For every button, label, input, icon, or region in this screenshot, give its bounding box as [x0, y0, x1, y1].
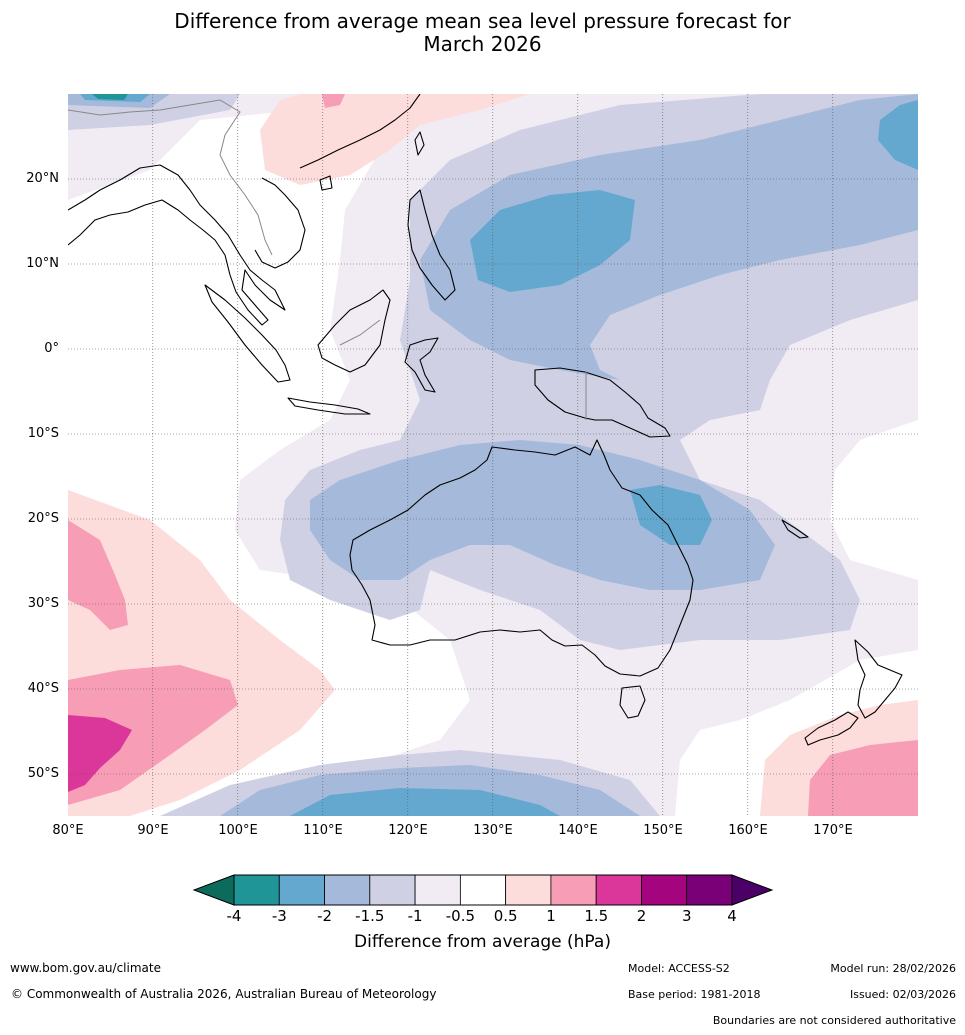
base-period: Base period: 1981-2018: [628, 988, 761, 1001]
borneo-coast: [317, 289, 391, 373]
cb-tick-label: 1: [546, 907, 556, 925]
cb-tick-label: -4: [226, 907, 242, 925]
model-name: Model: ACCESS-S2: [628, 962, 730, 975]
cb-tick-label: -1: [407, 907, 423, 925]
asia-mainland-coast: [68, 164, 286, 326]
title-line-1: Difference from average mean sea level p…: [174, 9, 791, 33]
taiwan-coast: [414, 131, 425, 156]
lon-label-100e: 100°E: [218, 823, 258, 838]
lon-label-150e: 150°E: [643, 823, 683, 838]
country-boundaries: [68, 99, 587, 420]
chart-title: Difference from average mean sea level p…: [0, 10, 965, 56]
model-run-date: Model run: 28/02/2026: [830, 962, 956, 975]
coastlines: [68, 94, 903, 746]
cb-tick-label: -3: [271, 907, 287, 925]
lat-label-20n: 20°N: [26, 171, 59, 186]
lat-label-10s: 10°S: [27, 426, 59, 441]
anomaly-region-pos-1: [68, 94, 918, 816]
lon-label-170e: 170°E: [813, 823, 853, 838]
new-zealand-north-coast: [854, 639, 903, 719]
sumatra-coast: [204, 284, 291, 383]
indochina-coast: [254, 177, 306, 269]
cb-tick-label: 1.5: [584, 907, 609, 925]
lat-label-30s: 30°S: [27, 596, 59, 611]
java-coast: [287, 397, 371, 415]
lon-label-110e: 110°E: [303, 823, 343, 838]
hainan-coast: [319, 175, 333, 191]
cb-tick-label: 2: [636, 907, 647, 925]
cb-tick-label: -2: [317, 907, 333, 925]
cb-tick-label: 4: [727, 907, 737, 925]
sulawesi-coast: [404, 337, 439, 393]
graticule: [68, 94, 918, 816]
china-coast: [299, 94, 421, 169]
lat-label-50s: 50°S: [27, 766, 59, 781]
boundary-mainland-asia: [68, 99, 273, 256]
cb-tick-label: -0.5: [445, 907, 476, 925]
new-guinea-coast: [534, 367, 671, 438]
lon-label-130e: 130°E: [473, 823, 513, 838]
cb-tick-label: -1.5: [355, 907, 385, 925]
new-zealand-south-coast: [804, 711, 859, 746]
cb-tick-label: 3: [682, 907, 692, 925]
boundary-disclaimer: Boundaries are not considered authoritat…: [712, 1014, 956, 1027]
issued-date: Issued: 02/03/2026: [849, 988, 956, 1001]
anomaly-region-pos-1.5: [68, 715, 132, 792]
copyright-text: © Commonwealth of Australia 2026, Austra…: [11, 987, 437, 1001]
philippines-coast: [407, 189, 456, 301]
lon-label-120e: 120°E: [388, 823, 428, 838]
lon-label-140e: 140°E: [558, 823, 598, 838]
anomaly-region-neg-3: [92, 94, 128, 100]
anomaly-region-neg-2: [80, 94, 918, 816]
colorbar-title: Difference from average (hPa): [354, 932, 611, 952]
new-caledonia-coast: [781, 519, 809, 539]
lon-label-160e: 160°E: [728, 823, 768, 838]
lat-label-20s: 20°S: [27, 511, 59, 526]
lat-label-equator: 0°: [44, 341, 59, 356]
australia-coast: [349, 439, 694, 677]
anomaly-field: [68, 94, 918, 816]
boundary-borneo: [339, 319, 381, 346]
lat-label-10n: 10°N: [26, 256, 59, 271]
lon-label-80e: 80°E: [52, 823, 84, 838]
title-line-2: March 2026: [423, 32, 542, 56]
lon-label-90e: 90°E: [137, 823, 169, 838]
lat-label-40s: 40°S: [27, 681, 59, 696]
cb-tick-label: 0.5: [493, 907, 518, 925]
website-link[interactable]: www.bom.gov.au/climate: [10, 961, 161, 975]
tasmania-coast: [619, 685, 646, 719]
